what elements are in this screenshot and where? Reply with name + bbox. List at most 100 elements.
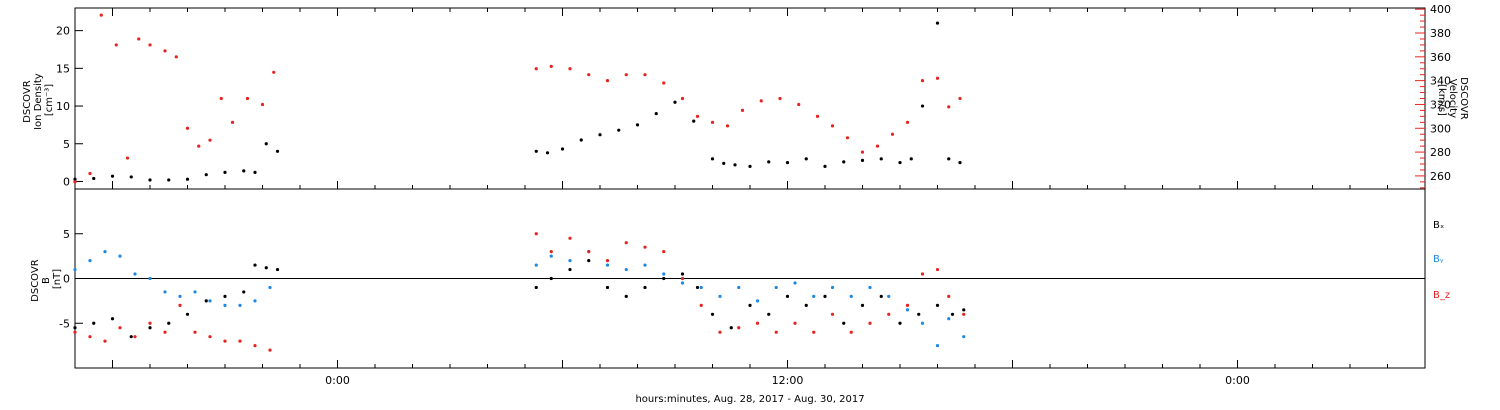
bx-point (842, 321, 846, 325)
velocity-point (137, 37, 141, 41)
by-point (208, 299, 212, 303)
by-point (624, 267, 628, 272)
velocity-point (740, 108, 745, 113)
by-point (643, 263, 647, 267)
bfield-tick-label: -5 (59, 317, 70, 330)
density-point (275, 149, 280, 153)
bx-point (148, 326, 152, 330)
by-point (905, 308, 910, 312)
by-point (680, 281, 685, 285)
bz-point (624, 241, 628, 245)
by-point (947, 317, 951, 321)
by-point (568, 259, 572, 263)
bx-point (275, 267, 280, 272)
by-point (830, 285, 835, 290)
velocity-point (815, 114, 820, 118)
velocity-point (208, 138, 212, 142)
velocity-point (185, 126, 190, 130)
density-point (785, 161, 790, 165)
bz-point (774, 330, 778, 334)
by-point (737, 285, 741, 290)
density-point (560, 147, 565, 151)
density-point (958, 161, 962, 165)
bz-point (88, 335, 92, 339)
velocity-ylabel-line2: Velocity (1447, 79, 1458, 118)
by-point (699, 285, 703, 290)
x-tick-label: 0:00 (1225, 374, 1250, 387)
bz-point (148, 321, 152, 325)
bx-point (92, 321, 96, 325)
density-point (733, 163, 737, 167)
bz-point (849, 330, 853, 334)
velocity-point (845, 136, 850, 140)
bx-point (917, 312, 921, 316)
velocity-point (148, 43, 152, 47)
bx-point (185, 312, 190, 316)
bz-point (587, 250, 591, 254)
density-tick-label: 15 (56, 62, 70, 75)
velocity-point (125, 156, 130, 160)
velocity-point (905, 120, 910, 124)
by-point (793, 281, 797, 285)
density-point (598, 133, 602, 137)
by-point (88, 259, 92, 263)
by-point (133, 272, 137, 276)
bx-point (242, 290, 246, 294)
bx-point (804, 303, 808, 307)
velocity-tick-label: 360 (1430, 51, 1451, 64)
by-point (605, 263, 610, 267)
density-point (185, 177, 190, 181)
density-point (129, 175, 133, 179)
bx-point (748, 303, 752, 307)
bx-point (662, 276, 666, 281)
bx-point (167, 321, 171, 325)
velocity-point (88, 171, 92, 176)
velocity-point (230, 120, 235, 124)
velocity-point (710, 120, 715, 124)
bx-point (587, 259, 591, 263)
density-tick-label: 10 (56, 100, 70, 113)
velocity-point (534, 67, 538, 71)
velocity-tick-label: 340 (1430, 75, 1451, 88)
bz-point (737, 326, 741, 330)
density-point (264, 142, 268, 146)
bz-point (920, 272, 925, 276)
density-point (635, 123, 640, 127)
bx-point (823, 294, 827, 298)
bx-point (785, 294, 790, 298)
by-point (935, 344, 940, 348)
x-axis-label: hours:minutes, Aug. 28, 2017 - Aug. 30, … (635, 394, 865, 405)
bz-point (680, 276, 685, 281)
density-tick-label: 5 (63, 138, 70, 151)
density-point (860, 158, 865, 162)
by-point (268, 285, 272, 290)
velocity-point (624, 73, 628, 77)
plasma-panel-frame (74, 7, 1426, 190)
bz-point (812, 330, 816, 334)
by-point (534, 263, 538, 267)
density-point (253, 170, 257, 175)
density-point (947, 157, 951, 161)
bx-point (695, 285, 700, 290)
velocity-point (174, 55, 178, 59)
velocity-point (662, 81, 666, 85)
velocity-ylabel-line1: DSCOVR (1458, 77, 1469, 120)
bfield-ylabel-line2: B (41, 277, 52, 284)
density-point (823, 164, 827, 168)
velocity-point (759, 99, 763, 103)
bz-point (193, 330, 197, 334)
density-point (909, 157, 913, 161)
by-point (238, 303, 242, 307)
density-point (879, 157, 883, 161)
density-ylabel-line3: [cm⁻³] (44, 84, 55, 116)
density-point (935, 21, 940, 25)
bfield-tick-label: 5 (63, 228, 70, 241)
velocity-point (920, 79, 925, 83)
bz-point (947, 294, 951, 298)
x-tick-label: 12:00 (772, 374, 804, 387)
by-point (868, 285, 872, 290)
velocity-point (947, 105, 951, 109)
bz-point (868, 321, 872, 325)
bz-point (935, 267, 940, 272)
bz-point (253, 344, 257, 348)
